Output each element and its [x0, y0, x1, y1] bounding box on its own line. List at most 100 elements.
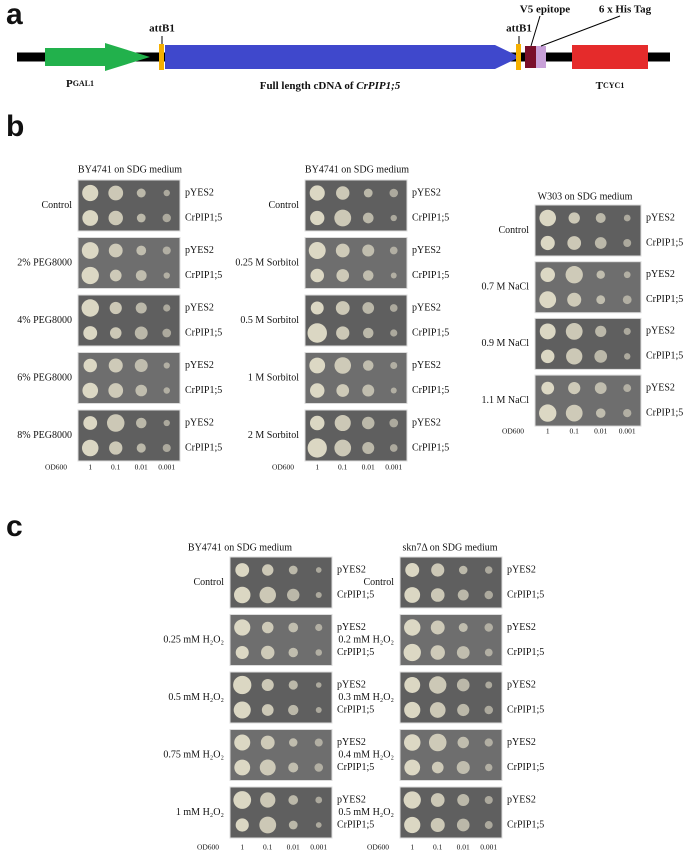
strain-label: CrPIP1;5	[646, 294, 683, 305]
yeast-spot	[315, 822, 322, 828]
yeast-spot	[136, 245, 147, 256]
strain-label: pYES2	[185, 302, 214, 313]
strain-label: CrPIP1;5	[185, 270, 222, 281]
insert-arrow	[165, 45, 520, 69]
strain-label: CrPIP1;5	[646, 237, 683, 248]
promoter-arrow	[45, 43, 150, 71]
yeast-spot	[162, 443, 171, 453]
od-label: 0.01	[457, 843, 470, 852]
od-label: 0.01	[135, 463, 148, 472]
yeast-spot	[539, 209, 557, 227]
condition-label: Control	[498, 225, 529, 236]
yeast-spot	[162, 328, 172, 338]
yeast-spot	[622, 295, 632, 305]
att-label: attB1	[506, 23, 532, 35]
yeast-spot	[162, 246, 171, 255]
yeast-spot	[403, 734, 421, 751]
strain-label: CrPIP1;5	[412, 212, 449, 223]
yeast-spot	[135, 270, 147, 281]
od-label: 0.1	[570, 427, 580, 436]
condition-label: Control	[363, 577, 394, 588]
yeast-spot	[568, 212, 580, 224]
yeast-spot	[362, 384, 375, 397]
od-label: OD600	[502, 427, 524, 436]
yeast-spot	[309, 357, 326, 374]
yeast-spot	[431, 563, 445, 577]
strain-label: pYES2	[337, 737, 366, 748]
strain-label: CrPIP1;5	[412, 385, 449, 396]
strain-label: pYES2	[337, 794, 366, 805]
strain-label: CrPIP1;5	[412, 327, 449, 338]
strain-label: pYES2	[507, 622, 536, 633]
yeast-spot	[83, 358, 97, 373]
yeast-spot	[135, 302, 147, 314]
yeast-spot	[540, 349, 555, 364]
condition-label: 0.5 mM H₂O₂	[168, 692, 224, 703]
condition-label: 0.25 mM H₂O₂	[163, 634, 224, 645]
yeast-spot	[362, 244, 375, 257]
yeast-spot	[484, 738, 493, 747]
yeast-spot	[456, 646, 470, 659]
strain-label: CrPIP1;5	[507, 819, 544, 830]
yeast-spot	[82, 184, 99, 202]
yeast-spot	[565, 323, 583, 340]
yeast-spot	[235, 645, 249, 660]
yeast-spot	[259, 759, 276, 776]
yeast-spot	[334, 357, 352, 374]
od-label: 0.01	[594, 427, 607, 436]
od-label: 0.01	[362, 463, 375, 472]
yeast-spot	[362, 327, 374, 339]
panel-label: c	[6, 510, 23, 543]
strain-label: CrPIP1;5	[412, 270, 449, 281]
yeast-spot	[565, 266, 583, 284]
yeast-spot	[163, 304, 171, 312]
condition-label: 1 M Sorbitol	[248, 372, 299, 383]
panel-label: a	[6, 0, 23, 31]
strain-label: CrPIP1;5	[337, 589, 374, 600]
yeast-spot	[163, 272, 170, 279]
yeast-spot	[81, 242, 99, 259]
condition-label: 0.5 M Sorbitol	[240, 315, 299, 326]
yeast-spot	[315, 796, 323, 804]
yeast-spot	[539, 404, 557, 422]
strain-label: pYES2	[646, 326, 675, 337]
yeast-spot	[308, 242, 326, 259]
yeast-spot	[235, 818, 249, 832]
att-site	[159, 44, 164, 70]
yeast-spot	[565, 404, 583, 422]
yeast-spot	[109, 441, 123, 455]
od-label: 0.001	[619, 427, 636, 436]
yeast-spot	[484, 821, 493, 829]
yeast-spot	[261, 704, 274, 716]
yeast-spot	[108, 210, 123, 226]
yeast-spot	[457, 793, 470, 807]
yeast-spot	[429, 702, 446, 718]
strain-label: pYES2	[337, 622, 366, 633]
yeast-spot	[484, 795, 493, 805]
condition-label: 4% PEG8000	[17, 315, 72, 326]
strain-label: pYES2	[507, 679, 536, 690]
od-label: 0.01	[287, 843, 300, 852]
yeast-spot	[404, 677, 421, 693]
yeast-spot	[458, 623, 468, 632]
condition-label: 0.75 mM H₂O₂	[163, 749, 224, 760]
strain-label: pYES2	[337, 564, 366, 575]
yeast-spot	[109, 327, 122, 339]
yeast-spot	[163, 387, 170, 394]
yeast-spot	[362, 212, 374, 224]
yeast-spot	[336, 269, 350, 282]
panel-label: b	[6, 110, 24, 143]
condition-label: 8% PEG8000	[17, 430, 72, 441]
od-label: 0.001	[310, 843, 327, 852]
strain-label: CrPIP1;5	[646, 351, 683, 362]
yeast-spot	[404, 587, 421, 603]
yeast-spot	[595, 325, 607, 338]
strain-label: pYES2	[507, 794, 536, 805]
yeast-spot	[457, 736, 469, 749]
yeast-spot	[288, 680, 298, 690]
yeast-spot	[82, 382, 99, 399]
yeast-spot	[568, 382, 581, 395]
his-label: 6 x His Tag	[599, 4, 652, 16]
yeast-spot	[288, 820, 298, 830]
condition-label: 0.25 M Sorbitol	[235, 257, 299, 268]
